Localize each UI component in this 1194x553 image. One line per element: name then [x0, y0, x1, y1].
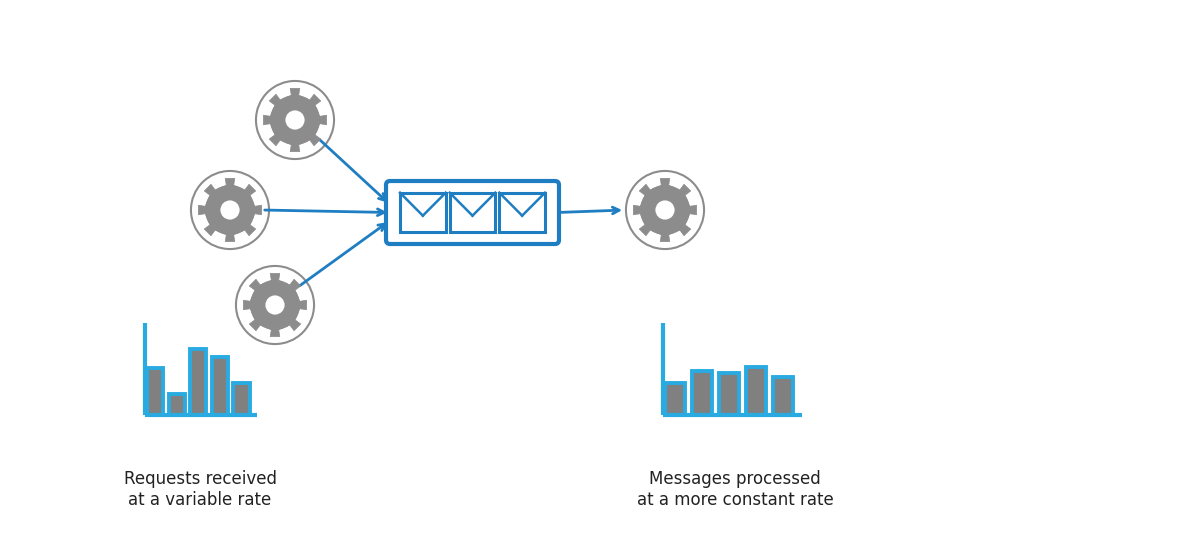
- Circle shape: [656, 200, 675, 220]
- FancyBboxPatch shape: [386, 181, 559, 244]
- Bar: [147, 368, 164, 415]
- Bar: [168, 394, 185, 415]
- Bar: [233, 383, 250, 415]
- Bar: [400, 192, 445, 232]
- Bar: [719, 373, 739, 415]
- Bar: [773, 377, 793, 415]
- Polygon shape: [244, 273, 307, 337]
- Bar: [746, 367, 767, 415]
- Circle shape: [640, 185, 690, 235]
- Bar: [190, 349, 207, 415]
- Polygon shape: [198, 179, 261, 242]
- Circle shape: [265, 295, 284, 315]
- Polygon shape: [264, 88, 327, 152]
- Bar: [499, 192, 544, 232]
- Bar: [450, 192, 496, 232]
- Circle shape: [270, 95, 320, 145]
- Bar: [211, 357, 228, 415]
- Circle shape: [221, 200, 240, 220]
- Circle shape: [250, 280, 300, 330]
- Bar: [693, 371, 713, 415]
- Circle shape: [285, 111, 304, 129]
- Circle shape: [205, 185, 256, 235]
- Bar: [665, 383, 685, 415]
- Polygon shape: [633, 179, 696, 242]
- Text: Requests received
at a variable rate: Requests received at a variable rate: [123, 470, 277, 509]
- Text: Messages processed
at a more constant rate: Messages processed at a more constant ra…: [636, 470, 833, 509]
